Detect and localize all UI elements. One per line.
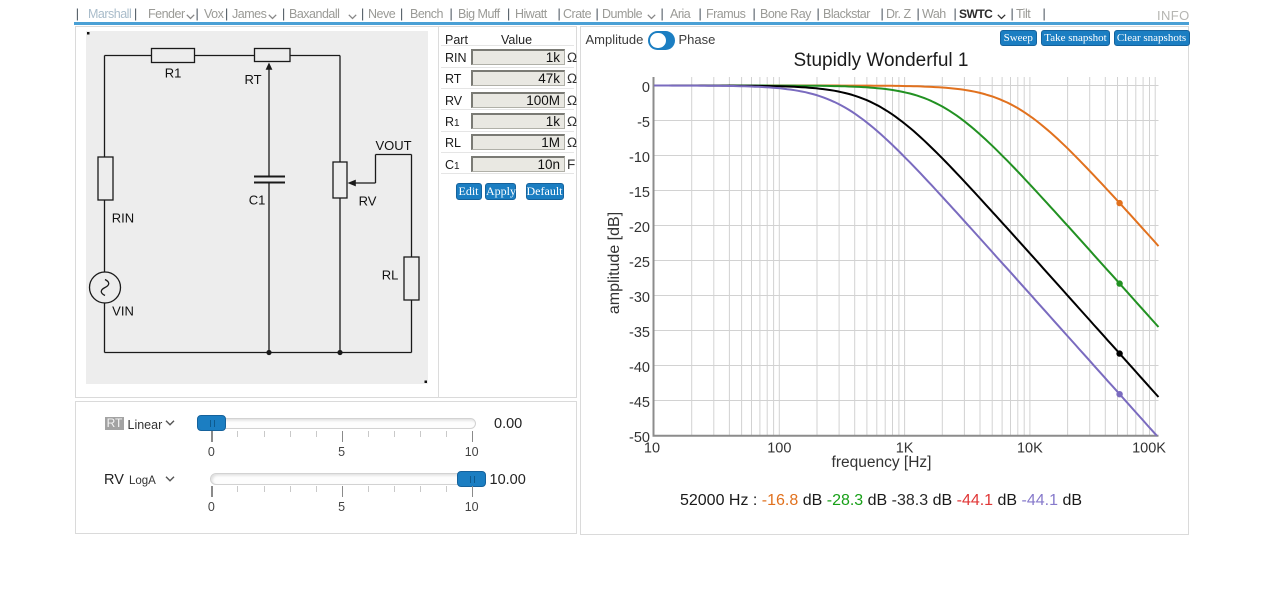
svg-text:-50: -50	[629, 430, 650, 446]
svg-text:-45: -45	[629, 395, 650, 411]
svg-text:100K: 100K	[1132, 441, 1166, 457]
svg-text:100: 100	[767, 441, 791, 457]
svg-text:-15: -15	[629, 185, 650, 201]
svg-text:-30: -30	[629, 290, 650, 306]
svg-text:1K: 1K	[896, 441, 914, 457]
svg-text:RT: RT	[244, 72, 261, 87]
svg-text:RV: RV	[359, 194, 377, 209]
svg-text:0: 0	[642, 80, 650, 96]
svg-text:VOUT: VOUT	[375, 138, 411, 153]
svg-text:-20: -20	[629, 220, 650, 236]
svg-text:-10: -10	[629, 150, 650, 166]
svg-text:C1: C1	[249, 193, 266, 208]
svg-text:10: 10	[644, 441, 660, 457]
svg-text:R1: R1	[165, 66, 182, 81]
svg-text:frequency [Hz]: frequency [Hz]	[832, 454, 932, 471]
svg-text:-40: -40	[629, 360, 650, 376]
svg-text:-35: -35	[629, 325, 650, 341]
svg-text:RIN: RIN	[112, 211, 134, 226]
svg-text:amplitude [dB]: amplitude [dB]	[606, 212, 623, 314]
svg-text:-25: -25	[629, 255, 650, 271]
svg-text:VIN: VIN	[112, 304, 134, 319]
svg-text:-5: -5	[637, 115, 650, 131]
svg-text:10K: 10K	[1017, 441, 1043, 457]
svg-text:RL: RL	[382, 268, 399, 283]
